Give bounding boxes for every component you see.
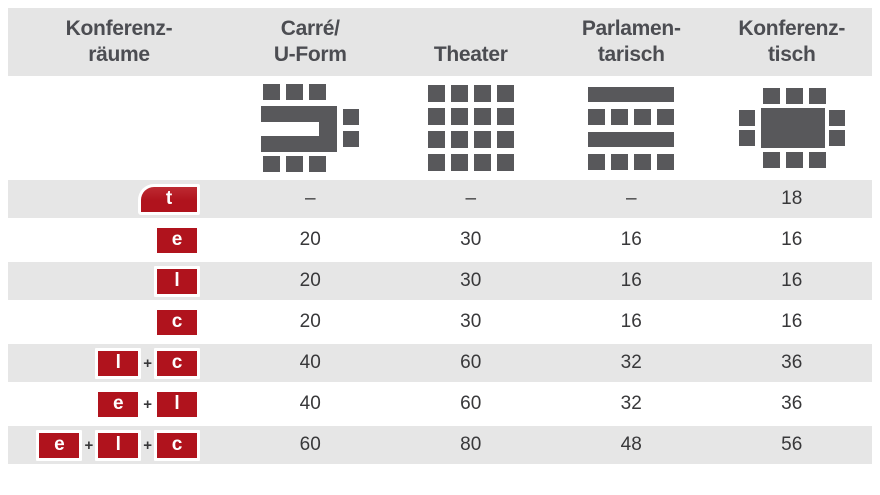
plus-separator: +	[143, 395, 152, 413]
table-row-l: l 20 30 16 16	[8, 262, 872, 300]
capacity-value: 16	[781, 270, 803, 291]
capacity-value: 32	[620, 352, 642, 373]
room-badges: e	[8, 221, 230, 259]
capacity-value: 16	[781, 229, 803, 250]
room-badges: e + l + c	[8, 426, 230, 464]
capacity-value: 60	[460, 352, 482, 373]
table-row-e: e 20 30 16 16	[8, 221, 872, 259]
plus-separator: +	[143, 436, 152, 454]
table-row-e-l-c: e + l + c 60 80 48 56	[8, 426, 872, 464]
capacity-value: 36	[781, 352, 803, 373]
capacity-value: 48	[620, 434, 642, 455]
capacity-value: –	[304, 188, 316, 209]
capacity-value: 36	[781, 393, 803, 414]
icon-cell-theater	[391, 76, 552, 180]
parliament-seating-icon	[588, 86, 675, 170]
icon-cell-conference-table	[712, 76, 873, 180]
header-line: Carré/	[280, 17, 340, 40]
header-line: tarisch	[597, 43, 665, 66]
column-header-conference-table: Konferenz- tisch	[712, 8, 873, 76]
room-badge-e: e	[36, 429, 83, 461]
capacity-value: 80	[460, 434, 482, 455]
capacity-value: –	[465, 188, 477, 209]
column-header-u-form: Carré/ U-Form	[230, 8, 391, 76]
capacity-value: 16	[620, 311, 642, 332]
capacity-value: 16	[620, 229, 642, 250]
table-row-c: c 20 30 16 16	[8, 303, 872, 341]
header-line: tisch	[767, 43, 816, 66]
capacity-value: –	[625, 188, 637, 209]
icon-cell-empty	[8, 76, 230, 180]
table-row-e-l: e + l 40 60 32 36	[8, 385, 872, 423]
capacity-value: 32	[620, 393, 642, 414]
capacity-value: 20	[299, 311, 321, 332]
room-badge-t: t	[138, 183, 200, 215]
room-badges: l + c	[8, 344, 230, 382]
capacity-value: 16	[620, 270, 642, 291]
capacity-value: 40	[299, 352, 321, 373]
theater-seating-icon	[427, 85, 514, 171]
capacity-value: 20	[299, 270, 321, 291]
room-badges: e + l	[8, 385, 230, 423]
capacity-value: 60	[299, 434, 321, 455]
room-badge-l: l	[154, 265, 200, 297]
room-badges: c	[8, 303, 230, 341]
capacity-value: 18	[781, 188, 803, 209]
seating-icons-row	[8, 76, 872, 180]
column-header-parliament: Parlamen- tarisch	[551, 8, 712, 76]
icon-cell-u-form	[230, 76, 391, 180]
column-header-theater: Theater	[391, 8, 552, 76]
room-badges: t	[8, 180, 230, 218]
capacity-value: 56	[781, 434, 803, 455]
room-badge-l: l	[95, 347, 142, 379]
capacity-value: 60	[460, 393, 482, 414]
header-line: Theater	[433, 43, 508, 66]
header-line: U-Form	[273, 43, 347, 66]
room-badge-c: c	[154, 306, 200, 338]
room-badge-l: l	[95, 429, 142, 461]
capacity-value: 30	[460, 229, 482, 250]
header-line: Konferenz-	[65, 17, 173, 40]
capacity-value: 40	[299, 393, 321, 414]
u-form-seating-icon	[261, 84, 360, 172]
capacity-value: 30	[460, 270, 482, 291]
conference-table-seating-icon	[738, 88, 845, 168]
room-badges: l	[8, 262, 230, 300]
column-header-rooms: Konferenz- räume	[8, 8, 230, 76]
header-line: Konferenz-	[738, 17, 846, 40]
table-row-t: t – – – 18	[8, 180, 872, 218]
plus-separator: +	[84, 436, 94, 454]
table-header-row: Konferenz- räume Carré/ U-Form Theater P…	[8, 8, 872, 76]
capacity-value: 20	[299, 229, 321, 250]
room-badge-l: l	[154, 388, 200, 420]
header-line: Parlamen-	[581, 17, 681, 40]
icon-cell-parliament	[551, 76, 712, 180]
room-badge-e: e	[154, 224, 200, 256]
capacity-value: 16	[781, 311, 803, 332]
plus-separator: +	[143, 354, 152, 372]
room-badge-c: c	[154, 429, 200, 461]
room-badge-e: e	[95, 388, 142, 420]
header-line: räume	[88, 43, 150, 66]
capacity-value: 30	[460, 311, 482, 332]
room-badge-c: c	[154, 347, 200, 379]
capacity-table: Konferenz- räume Carré/ U-Form Theater P…	[8, 8, 872, 464]
table-row-l-c: l + c 40 60 32 36	[8, 344, 872, 382]
